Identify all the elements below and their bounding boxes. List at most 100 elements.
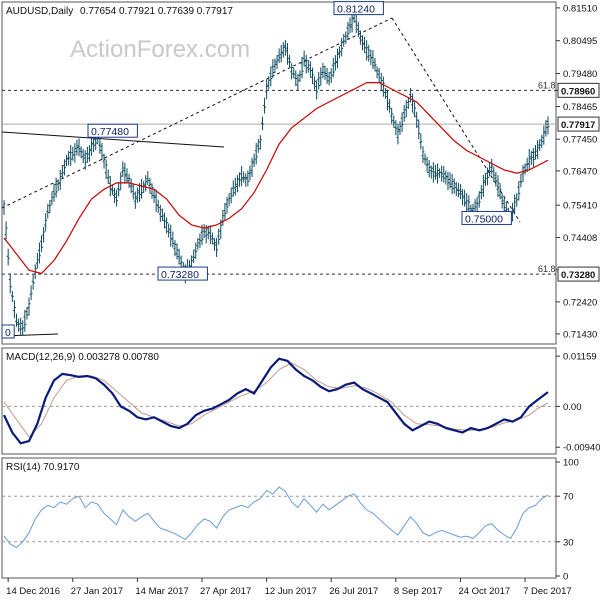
- price-bar: [175, 243, 179, 260]
- macd-line: [3, 357, 549, 445]
- macd-panel-frame: [1, 347, 557, 455]
- price-bar: [315, 80, 319, 100]
- price-bar: [417, 119, 421, 140]
- price-annotation: 0.75000: [461, 210, 512, 225]
- price-bar: [375, 66, 379, 79]
- price-bar: [194, 242, 198, 260]
- price-bar: [413, 101, 417, 118]
- price-bar: [496, 175, 500, 197]
- price-bar: [198, 233, 202, 249]
- price-bar: [23, 310, 27, 332]
- price-bar: [333, 55, 337, 71]
- fib-level-label: 61.8: [538, 264, 556, 274]
- price-bar: [454, 181, 458, 197]
- price-bar: [202, 224, 206, 239]
- price-bar: [42, 227, 46, 243]
- price-bar: [229, 187, 233, 204]
- price-tick-label: 0.75410: [563, 201, 597, 212]
- price-bar: [425, 156, 429, 173]
- price-bar: [206, 225, 210, 240]
- price-bar: [292, 67, 296, 79]
- symbol-label: AUDUSD,Daily: [6, 6, 73, 17]
- price-bar: [313, 76, 317, 90]
- price-bar: [544, 120, 548, 137]
- macd-title: MACD(12,26,9) 0.003278 0.00780: [6, 352, 159, 363]
- price-bar: [81, 149, 85, 164]
- price-bar: [37, 242, 41, 264]
- price-bar: [131, 183, 135, 200]
- price-bar: [104, 159, 108, 180]
- price-bar: [77, 138, 81, 157]
- current-price-box: [557, 116, 600, 132]
- price-bar: [310, 67, 314, 84]
- price-bar: [317, 71, 321, 90]
- price-bar: [102, 153, 106, 169]
- price-bar: [31, 274, 35, 290]
- price-bar: [283, 40, 287, 56]
- price-annotation: 0.81240: [333, 1, 384, 16]
- price-bar: [388, 98, 392, 113]
- price-bar: [335, 48, 339, 69]
- price-bar: [213, 238, 217, 251]
- price-bar: [8, 273, 12, 294]
- price-bar: [302, 50, 306, 67]
- price-bar: [4, 221, 8, 240]
- price-bar: [415, 111, 419, 128]
- price-bar: [490, 158, 494, 175]
- price-bar: [273, 58, 277, 74]
- price-axis: 0.81510 0.80495 0.79480 0.78960 0.78465 0.774…: [556, 3, 600, 340]
- price-bar: [15, 313, 19, 327]
- date-tick-label: 7 Dec 2017: [523, 586, 572, 597]
- price-bar: [165, 217, 169, 234]
- price-annotation-box: [461, 210, 512, 225]
- price-bars: [2, 10, 550, 336]
- price-bar: [427, 160, 431, 178]
- price-bar: [515, 193, 519, 207]
- price-bar: [498, 183, 502, 200]
- price-bar: [154, 189, 158, 212]
- price-bar: [298, 70, 302, 83]
- price-bar: [46, 203, 50, 219]
- price-bar: [135, 187, 139, 203]
- price-bar: [256, 138, 260, 153]
- rsi-panel-frame: [1, 457, 557, 579]
- price-bar: [300, 56, 304, 79]
- price-bar: [288, 54, 292, 69]
- price-bar: [542, 125, 546, 145]
- price-bar: [363, 36, 367, 53]
- price-bar: [486, 167, 490, 186]
- price-bar: [110, 185, 114, 195]
- watermark: ActionForex.com: [70, 36, 250, 63]
- price-bar: [117, 182, 121, 197]
- price-bar: [519, 173, 523, 188]
- price-annotation-box: [157, 266, 208, 281]
- price-bar: [392, 115, 396, 128]
- price-bar: [52, 183, 56, 202]
- price-bar: [269, 66, 273, 87]
- rsi-tick-label: 0: [563, 572, 568, 583]
- price-bar: [40, 235, 44, 252]
- price-bar: [500, 193, 504, 209]
- price-bar: [329, 68, 333, 83]
- price-bar: [260, 116, 264, 131]
- price-bar: [481, 174, 485, 198]
- price-bar: [177, 248, 181, 265]
- price-annotation-label: 0.81240: [337, 4, 375, 16]
- price-bar: [173, 240, 177, 257]
- price-bar: [267, 76, 271, 90]
- descending-trendline: [391, 17, 521, 223]
- price-tick-label: 0.81510: [563, 3, 597, 14]
- price-annotation-label: 0.77480: [91, 126, 129, 138]
- fib-price-box: [557, 266, 600, 282]
- price-bar: [536, 140, 540, 159]
- price-bar: [373, 57, 377, 72]
- price-bar: [365, 40, 369, 61]
- price-bar: [69, 144, 73, 166]
- price-bar: [488, 162, 492, 177]
- price-bar: [456, 182, 460, 198]
- price-bar: [225, 196, 229, 214]
- price-bar: [479, 185, 483, 200]
- price-bar: [258, 135, 262, 150]
- moving-average-line: [3, 81, 549, 275]
- price-bar: [29, 285, 33, 300]
